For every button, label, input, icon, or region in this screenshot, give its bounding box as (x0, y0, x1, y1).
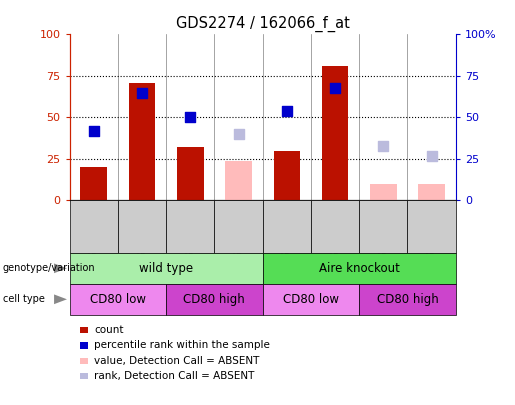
Text: count: count (94, 325, 124, 335)
Text: cell type: cell type (3, 294, 44, 304)
Text: value, Detection Call = ABSENT: value, Detection Call = ABSENT (94, 356, 260, 366)
Bar (370, 184, 397, 200)
Text: wild type: wild type (139, 262, 193, 275)
Text: genotype/variation: genotype/variation (3, 263, 95, 273)
Point (427, 152, 436, 159)
Bar (80, 167, 107, 200)
Point (186, 114, 194, 121)
Point (379, 143, 387, 149)
Text: CD80 low: CD80 low (90, 293, 146, 306)
Text: CD80 low: CD80 low (283, 293, 339, 306)
Bar (273, 151, 300, 200)
Bar (322, 66, 348, 200)
Point (331, 84, 339, 91)
Text: CD80 high: CD80 high (376, 293, 438, 306)
Text: Aire knockout: Aire knockout (319, 262, 400, 275)
Text: percentile rank within the sample: percentile rank within the sample (94, 341, 270, 350)
Point (138, 90, 146, 96)
Point (90, 128, 98, 134)
Bar (418, 184, 445, 200)
Bar (225, 161, 252, 200)
Bar (129, 83, 155, 200)
Point (283, 108, 291, 114)
Text: rank, Detection Call = ABSENT: rank, Detection Call = ABSENT (94, 371, 254, 381)
Bar (177, 147, 203, 200)
Title: GDS2274 / 162066_f_at: GDS2274 / 162066_f_at (176, 15, 350, 32)
Text: CD80 high: CD80 high (183, 293, 245, 306)
Point (234, 131, 243, 137)
